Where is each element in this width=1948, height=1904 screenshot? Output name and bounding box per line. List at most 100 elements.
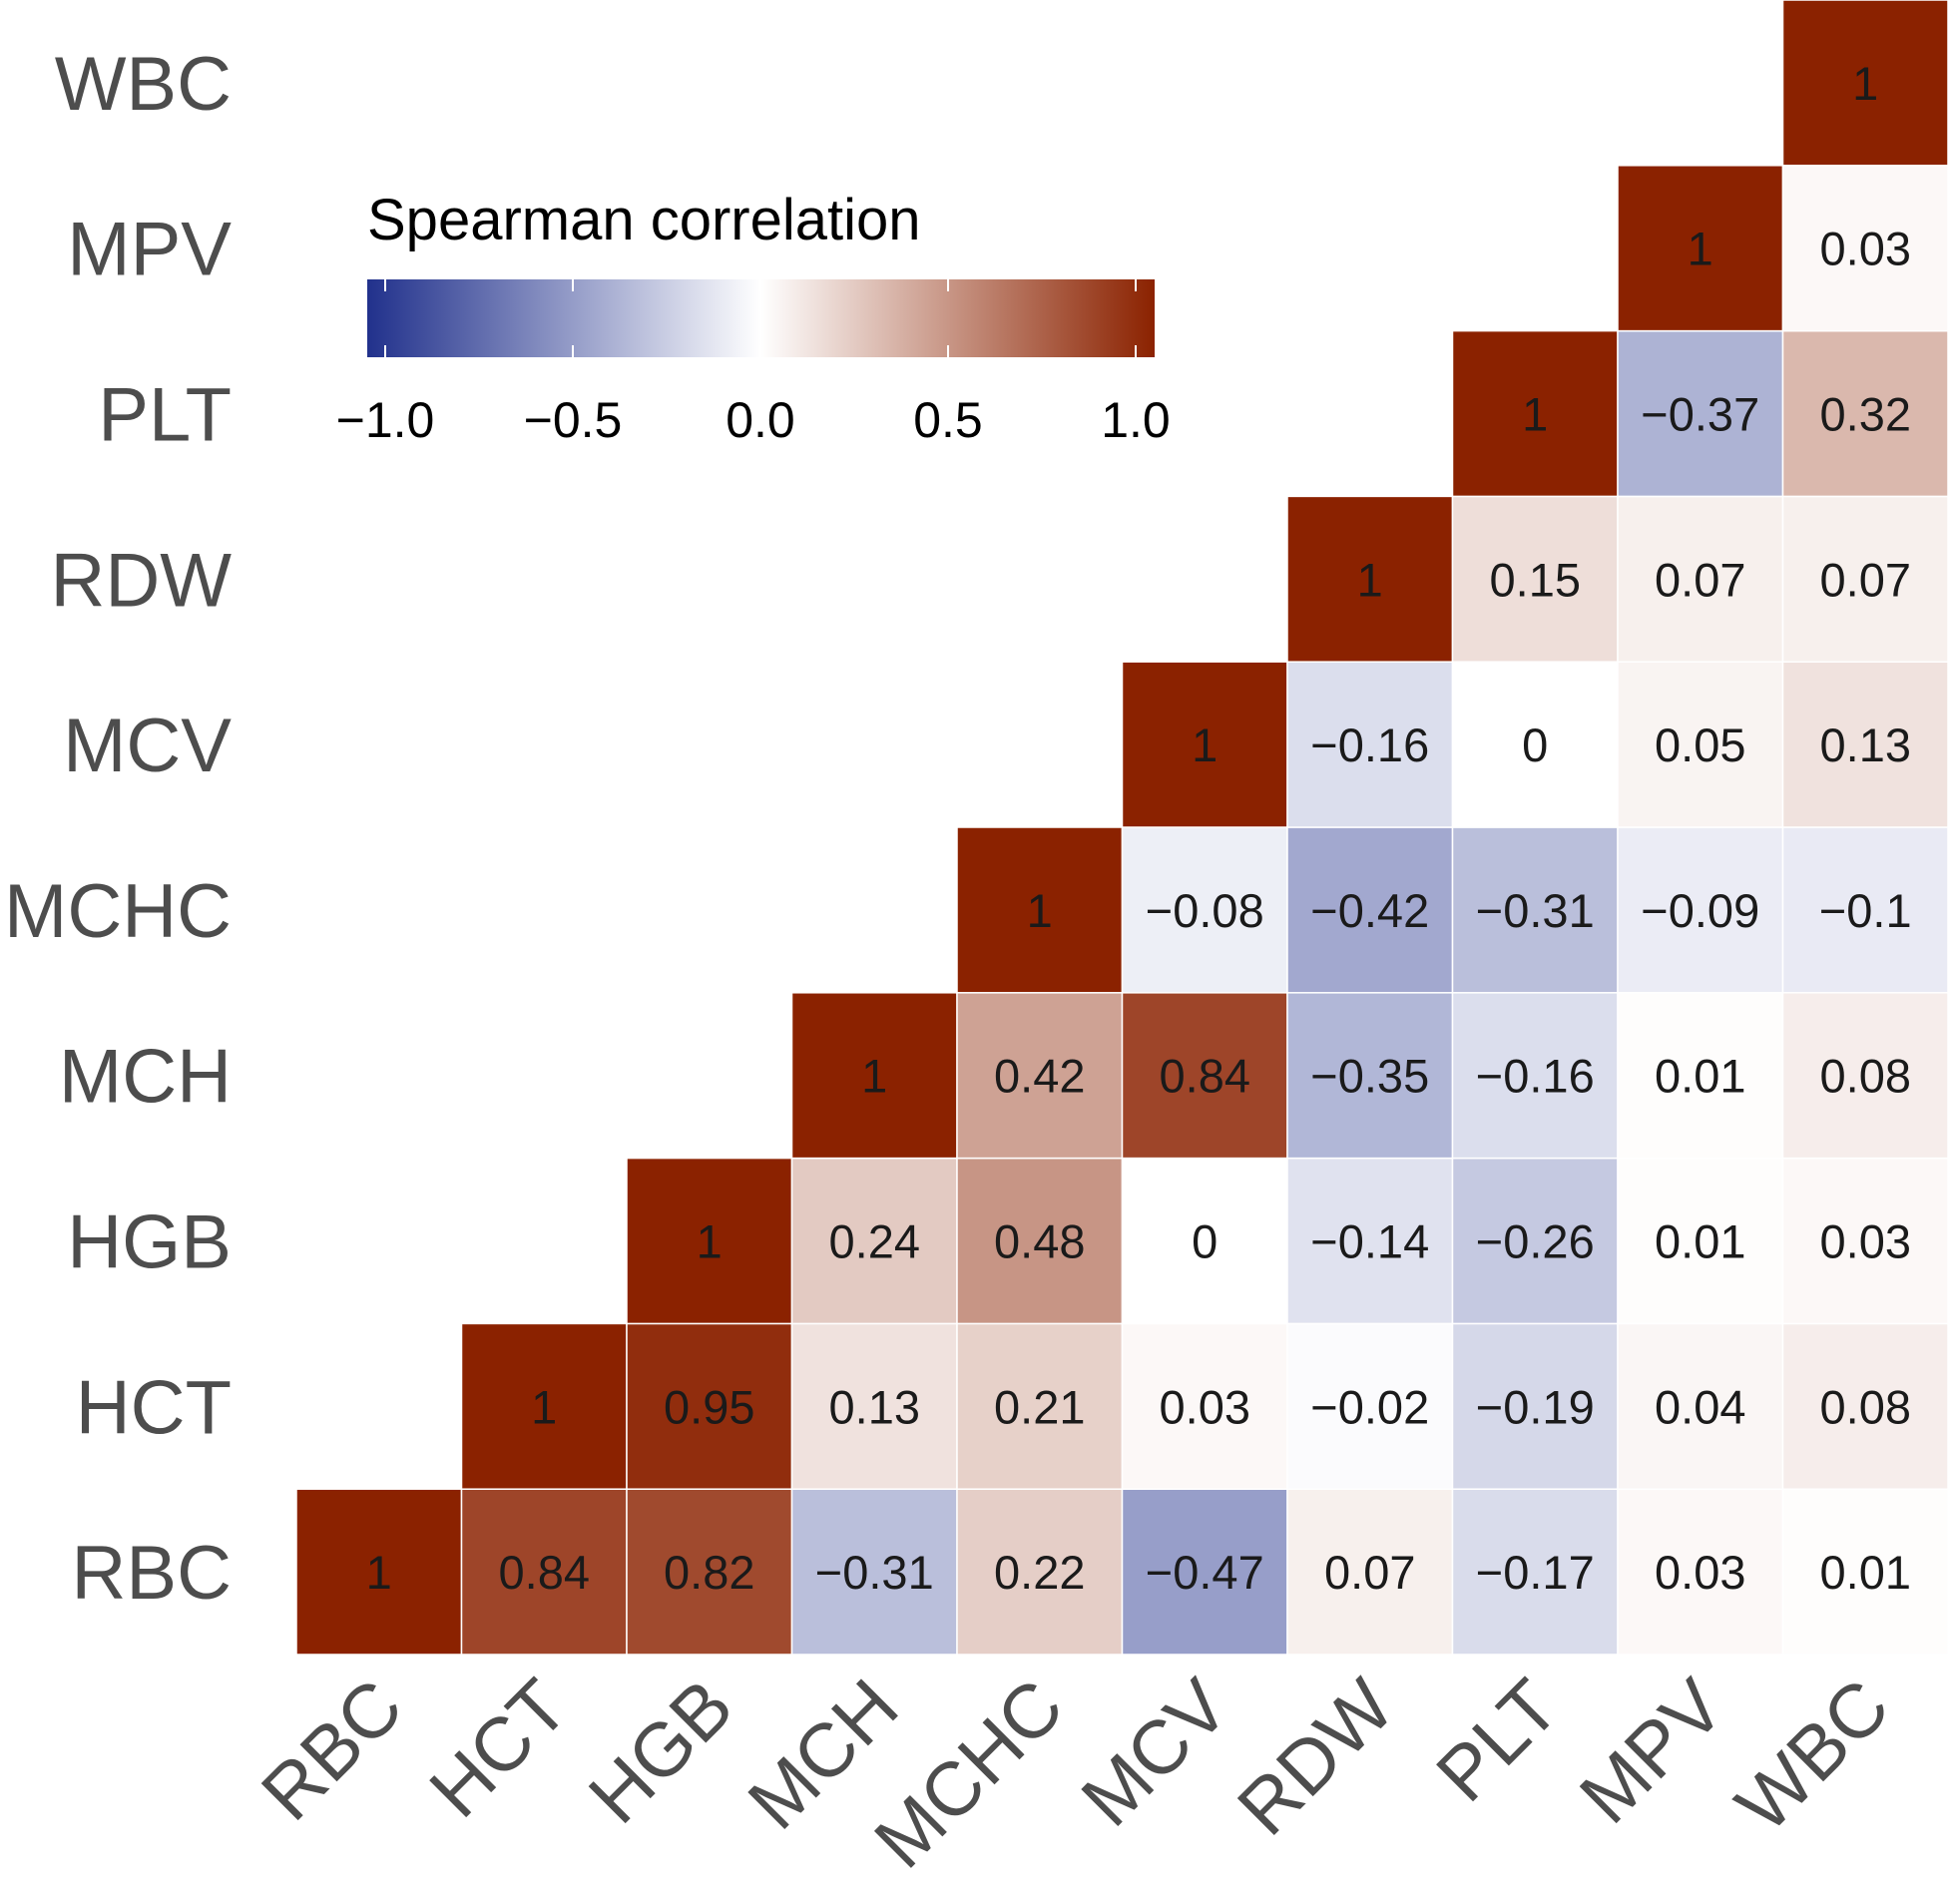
heatmap-cell-wbc-hgb bbox=[1781, 1157, 1948, 1325]
heatmap-cell-mchc-hct bbox=[956, 1322, 1124, 1490]
y-label-mcv: MCV bbox=[63, 704, 232, 788]
heatmap-cell-rdw-rdw bbox=[1286, 495, 1454, 663]
cell-value-mcv-mch: 0.84 bbox=[1160, 1050, 1250, 1103]
cell-value-plt-mch: −0.16 bbox=[1476, 1050, 1595, 1103]
x-label-rbc: RBC bbox=[245, 1664, 419, 1837]
heatmap-cell-plt-plt bbox=[1451, 329, 1619, 498]
cell-value-mch-hgb: 0.24 bbox=[829, 1215, 920, 1268]
cell-value-hgb-hct: 0.95 bbox=[664, 1380, 754, 1433]
y-label-rdw: RDW bbox=[50, 538, 232, 623]
heatmap-cell-plt-mcv bbox=[1451, 661, 1619, 828]
heatmap-cell-hct-hct bbox=[460, 1322, 628, 1490]
x-label-rdw: RDW bbox=[1221, 1664, 1410, 1852]
cell-value-mpv-mchc: −0.09 bbox=[1641, 884, 1759, 937]
cell-value-mpv-hct: 0.04 bbox=[1655, 1380, 1745, 1433]
cell-value-wbc-wbc: 1 bbox=[1852, 57, 1878, 110]
heatmap-cell-rdw-hct bbox=[1286, 1322, 1454, 1490]
heatmap-cell-mcv-mcv bbox=[1121, 661, 1288, 828]
heatmap-cell-mcv-hct bbox=[1121, 1322, 1288, 1490]
heatmap-cell-plt-rdw bbox=[1451, 495, 1619, 663]
cell-value-wbc-rdw: 0.07 bbox=[1820, 553, 1911, 606]
legend-tick-label: 0.5 bbox=[913, 392, 983, 448]
legend-title: Spearman correlation bbox=[367, 188, 921, 252]
cell-value-wbc-mcv: 0.13 bbox=[1820, 718, 1911, 771]
x-label-mcv: MCV bbox=[1066, 1664, 1245, 1843]
heatmap-cell-mpv-mcv bbox=[1617, 661, 1784, 828]
cell-value-wbc-plt: 0.32 bbox=[1820, 388, 1911, 441]
cell-value-rdw-mch: −0.35 bbox=[1310, 1050, 1429, 1103]
cell-value-mpv-plt: −0.37 bbox=[1641, 388, 1759, 441]
color-legend: Spearman correlation −1.0 −0.5 0.0 0.5 1.0 bbox=[336, 188, 1171, 448]
cell-value-wbc-mch: 0.08 bbox=[1820, 1050, 1911, 1103]
cell-value-plt-hct: −0.19 bbox=[1476, 1380, 1595, 1433]
heatmap-cell-mch-hct bbox=[790, 1322, 958, 1490]
cell-value-mchc-mch: 0.42 bbox=[994, 1050, 1085, 1103]
cell-value-plt-hgb: −0.26 bbox=[1476, 1215, 1595, 1268]
heatmap-cell-mch-hgb bbox=[790, 1157, 958, 1325]
heatmap-cell-rdw-mch bbox=[1286, 992, 1454, 1160]
heatmap-cell-mch-mch bbox=[790, 992, 958, 1160]
y-label-mchc: MCHC bbox=[4, 869, 232, 954]
heatmap-cell-plt-rbc bbox=[1451, 1488, 1619, 1656]
y-label-hct: HCT bbox=[76, 1365, 232, 1450]
heatmap-cell-wbc-hct bbox=[1781, 1322, 1948, 1490]
heatmap-cell-wbc-rbc bbox=[1781, 1488, 1948, 1656]
heatmap-cell-labels: 1 0.84 1 0.82 0.95 1 −0.31 0.13 0.24 1 0.22 0.21 0.4… bbox=[366, 57, 1912, 1599]
cell-value-mcv-hct: 0.03 bbox=[1160, 1380, 1250, 1433]
x-label-wbc: WBC bbox=[1720, 1664, 1905, 1848]
heatmap-cell-mchc-mchc bbox=[956, 826, 1124, 994]
heatmap-cell-mpv-mpv bbox=[1617, 165, 1784, 332]
x-label-hct: HCT bbox=[414, 1664, 585, 1834]
legend-tick-label: −0.5 bbox=[524, 392, 623, 448]
cell-value-plt-mcv: 0 bbox=[1522, 718, 1548, 771]
cell-value-rdw-hct: −0.02 bbox=[1310, 1380, 1429, 1433]
cell-value-mpv-rdw: 0.07 bbox=[1655, 553, 1745, 606]
heatmap-cell-mcv-hgb bbox=[1121, 1157, 1288, 1325]
cell-value-mchc-mchc: 1 bbox=[1027, 884, 1053, 937]
heatmap-cell-wbc-rdw bbox=[1781, 495, 1948, 663]
cell-value-wbc-mchc: −0.1 bbox=[1819, 884, 1912, 937]
cell-value-hct-hct: 1 bbox=[531, 1380, 557, 1433]
heatmap-cell-wbc-mch bbox=[1781, 992, 1948, 1160]
heatmap-cell-mchc-hgb bbox=[956, 1157, 1124, 1325]
y-label-rbc: RBC bbox=[72, 1531, 232, 1616]
cell-value-plt-rbc: −0.17 bbox=[1476, 1546, 1595, 1599]
cell-value-mch-rbc: −0.31 bbox=[815, 1546, 934, 1599]
cell-value-hct-rbc: 0.84 bbox=[499, 1546, 590, 1599]
y-label-plt: PLT bbox=[98, 373, 232, 458]
legend-ticks: −1.0 −0.5 0.0 0.5 1.0 bbox=[336, 279, 1171, 448]
cell-value-plt-mchc: −0.31 bbox=[1476, 884, 1595, 937]
legend-colorbar bbox=[367, 279, 1155, 357]
heatmap-cell-hct-rbc bbox=[460, 1488, 628, 1656]
legend-tick-label: 0.0 bbox=[726, 392, 795, 448]
cell-value-mpv-rbc: 0.03 bbox=[1655, 1546, 1745, 1599]
cell-value-mcv-rbc: −0.47 bbox=[1146, 1546, 1264, 1599]
y-label-mpv: MPV bbox=[67, 208, 232, 292]
x-label-hgb: HGB bbox=[573, 1664, 749, 1840]
heatmap-cell-wbc-mpv bbox=[1781, 165, 1948, 332]
cell-value-mchc-hgb: 0.48 bbox=[994, 1215, 1085, 1268]
legend-tick-label: −1.0 bbox=[336, 392, 435, 448]
heatmap-cell-mch-rbc bbox=[790, 1488, 958, 1656]
cell-value-mpv-mpv: 1 bbox=[1688, 223, 1713, 275]
cell-value-mpv-mcv: 0.05 bbox=[1655, 718, 1745, 771]
y-label-hgb: HGB bbox=[67, 1200, 232, 1285]
heatmap-cell-wbc-plt bbox=[1781, 329, 1948, 498]
heatmap-cell-hgb-hgb bbox=[626, 1157, 793, 1325]
cell-value-wbc-rbc: 0.01 bbox=[1820, 1546, 1911, 1599]
cell-value-rdw-hgb: −0.14 bbox=[1310, 1215, 1429, 1268]
cell-value-mch-hct: 0.13 bbox=[829, 1380, 920, 1433]
x-label-plt: PLT bbox=[1421, 1664, 1576, 1818]
heatmap-cell-wbc-mchc bbox=[1781, 826, 1948, 994]
heatmap-cell-hgb-hct bbox=[626, 1322, 793, 1490]
cell-value-mpv-mch: 0.01 bbox=[1655, 1050, 1745, 1103]
cell-value-rdw-rdw: 1 bbox=[1357, 553, 1383, 606]
heatmap-cell-mcv-mchc bbox=[1121, 826, 1288, 994]
cell-value-hgb-rbc: 0.82 bbox=[664, 1546, 754, 1599]
cell-value-mcv-mcv: 1 bbox=[1192, 718, 1218, 771]
cell-value-hgb-hgb: 1 bbox=[697, 1215, 723, 1268]
cell-value-mcv-mchc: −0.08 bbox=[1146, 884, 1264, 937]
heatmap-cell-hgb-rbc bbox=[626, 1488, 793, 1656]
heatmap-cell-mcv-rbc bbox=[1121, 1488, 1288, 1656]
